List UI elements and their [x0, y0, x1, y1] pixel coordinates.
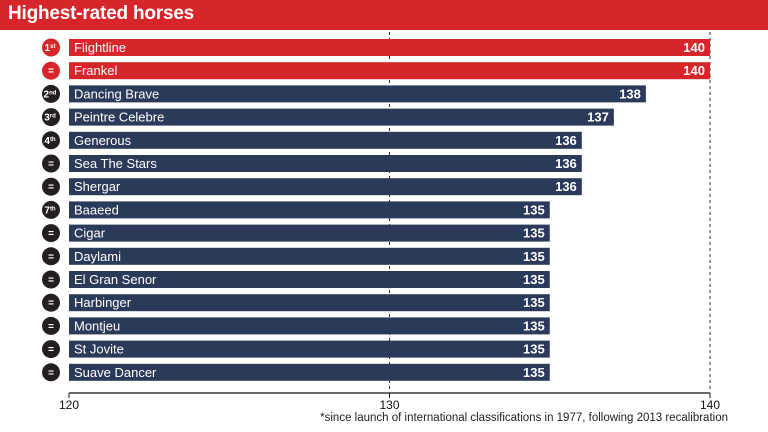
rank-badge-4 — [42, 131, 60, 150]
value-label-1: 140 — [683, 63, 705, 78]
bar-label-2: Dancing Brave — [74, 86, 159, 101]
x-tick-label-120: 120 — [59, 398, 79, 410]
bar-label-0: Flightline — [74, 40, 126, 55]
value-label-7: 135 — [523, 202, 545, 217]
bar-label-3: Peintre Celebre — [74, 110, 164, 125]
bar-10 — [69, 271, 550, 288]
rank-badge-1 — [42, 61, 60, 80]
value-label-2: 138 — [619, 86, 641, 101]
rank-label-9: = — [48, 252, 54, 263]
rank-badge-11 — [42, 293, 60, 312]
value-label-6: 136 — [555, 179, 577, 194]
bar-14 — [69, 363, 550, 381]
rank-label-3: 3rd — [44, 113, 56, 124]
rank-label-8: = — [48, 229, 54, 240]
bar-label-11: Harbinger — [74, 295, 132, 310]
rank-badge-13 — [42, 340, 60, 359]
bar-12 — [69, 317, 550, 335]
bar-1 — [69, 62, 710, 80]
rank-badge-8 — [42, 224, 60, 243]
bar-label-8: Cigar — [74, 226, 106, 241]
footnote: *since launch of international classific… — [320, 412, 728, 424]
header-bar: Highest-rated horses — [0, 0, 768, 30]
bar-9 — [69, 247, 550, 265]
bar-label-7: Baaeed — [74, 202, 119, 217]
rank-label-4: 4th — [44, 136, 56, 147]
bar-label-1: Frankel — [74, 63, 117, 78]
bar-8 — [69, 224, 550, 242]
value-label-5: 136 — [555, 156, 577, 171]
rank-badge-6 — [42, 177, 60, 196]
value-label-13: 135 — [523, 342, 545, 357]
rank-badge-0 — [42, 38, 60, 57]
value-label-0: 140 — [683, 40, 705, 55]
value-label-10: 135 — [523, 272, 545, 287]
bar-label-14: Suave Dancer — [74, 365, 157, 380]
rank-badge-7 — [42, 200, 60, 219]
chart-title: Highest-rated horses — [8, 3, 195, 24]
bar-3 — [69, 108, 614, 126]
bar-11 — [69, 294, 550, 312]
bar-7 — [69, 201, 550, 219]
bar-label-13: St Jovite — [74, 342, 124, 357]
bar-0 — [69, 39, 710, 56]
rank-label-5: = — [48, 159, 54, 170]
value-label-12: 135 — [523, 318, 545, 333]
rank-label-10: = — [48, 275, 54, 286]
rank-label-12: = — [48, 321, 54, 332]
rank-badge-3 — [42, 108, 60, 127]
rank-badge-5 — [42, 154, 60, 173]
value-label-3: 137 — [587, 110, 609, 125]
value-label-11: 135 — [523, 295, 545, 310]
value-label-8: 135 — [523, 226, 545, 241]
bar-label-5: Sea The Stars — [74, 156, 157, 171]
rank-label-11: = — [48, 298, 54, 309]
rank-badge-2 — [42, 84, 60, 103]
value-label-9: 135 — [523, 249, 545, 264]
rank-label-14: = — [48, 368, 54, 379]
rank-label-7: 7th — [44, 205, 56, 216]
rank-label-6: = — [48, 182, 54, 193]
rank-badge-14 — [42, 363, 60, 382]
bar-label-6: Shergar — [74, 179, 121, 194]
bar-6 — [69, 178, 582, 196]
bar-label-10: El Gran Senor — [74, 272, 157, 287]
bar-13 — [69, 340, 550, 358]
bar-label-9: Daylami — [74, 249, 121, 264]
bar-5 — [69, 155, 582, 172]
rank-badge-10 — [42, 270, 60, 289]
x-tick-label-140: 140 — [700, 398, 720, 410]
rank-label-2: 2nd — [44, 89, 57, 100]
rank-label-13: = — [48, 345, 54, 356]
bar-2 — [69, 85, 646, 103]
x-tick-label-130: 130 — [379, 398, 399, 410]
rank-label-0: 1st — [45, 43, 56, 54]
value-label-4: 136 — [555, 133, 577, 148]
bar-label-4: Generous — [74, 133, 132, 148]
bar-label-12: Montjeu — [74, 318, 120, 333]
bar-chart: Flightline 140 1st Frankel 140 = Dancing Brave… — [42, 32, 720, 410]
value-label-14: 135 — [523, 365, 545, 380]
bar-4 — [69, 131, 582, 149]
rank-badge-9 — [42, 247, 60, 266]
rank-label-1: = — [48, 66, 54, 77]
rank-badge-12 — [42, 316, 60, 335]
